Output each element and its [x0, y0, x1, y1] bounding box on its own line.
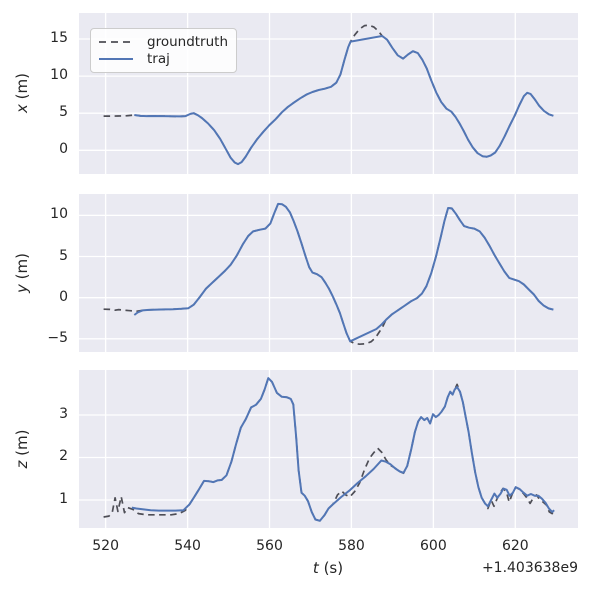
x-tick-label: 560 — [256, 538, 283, 554]
series-line-groundtruth — [103, 203, 554, 346]
plot-panel-x — [79, 13, 578, 174]
y-tick-label: 10 — [50, 206, 68, 223]
x-axis-label-unit: (s) — [323, 559, 344, 577]
y-tick-label: 0 — [59, 141, 68, 158]
x-axis-offset-text: +1.403638e9 — [481, 560, 578, 576]
x-tick-label: 620 — [501, 538, 529, 554]
legend-label-groundtruth: groundtruth — [147, 33, 229, 50]
plot-area-z — [79, 370, 578, 528]
y-tick-label: −5 — [47, 329, 68, 346]
dashed-line-sample-icon — [99, 40, 133, 43]
y-tick-label: 2 — [59, 448, 68, 465]
legend-entry-groundtruth: groundtruth — [99, 33, 228, 51]
x-tick-label: 520 — [92, 538, 119, 554]
y-tick-label: 0 — [59, 288, 68, 305]
legend-entry-traj: traj — [99, 51, 228, 69]
x-tick-label: 580 — [338, 538, 365, 554]
y-tick-label: 5 — [59, 104, 68, 121]
plot-panel-z — [79, 370, 578, 528]
legend: groundtruth traj — [90, 28, 237, 73]
x-axis-label-var: t — [312, 559, 319, 577]
y-tick-label: 5 — [59, 247, 68, 264]
x-tick-label: 600 — [420, 538, 447, 554]
y-tick-label: 15 — [50, 29, 68, 46]
series-line-traj — [134, 35, 554, 166]
plot-area-y — [79, 194, 578, 352]
series-line-traj — [133, 202, 554, 343]
plot-panel-y — [79, 194, 578, 352]
plot-area-x — [79, 13, 578, 174]
y-tick-label: 3 — [59, 406, 68, 423]
y-tick-label: 1 — [59, 490, 68, 507]
legend-label-traj: traj — [147, 51, 170, 68]
series-line-groundtruth — [103, 377, 555, 522]
solid-line-sample-icon — [99, 58, 133, 61]
y-tick-label: 10 — [50, 67, 68, 84]
x-axis-label: t (s) — [313, 559, 343, 577]
x-tick-label: 540 — [174, 538, 201, 554]
series-line-traj — [131, 377, 555, 522]
